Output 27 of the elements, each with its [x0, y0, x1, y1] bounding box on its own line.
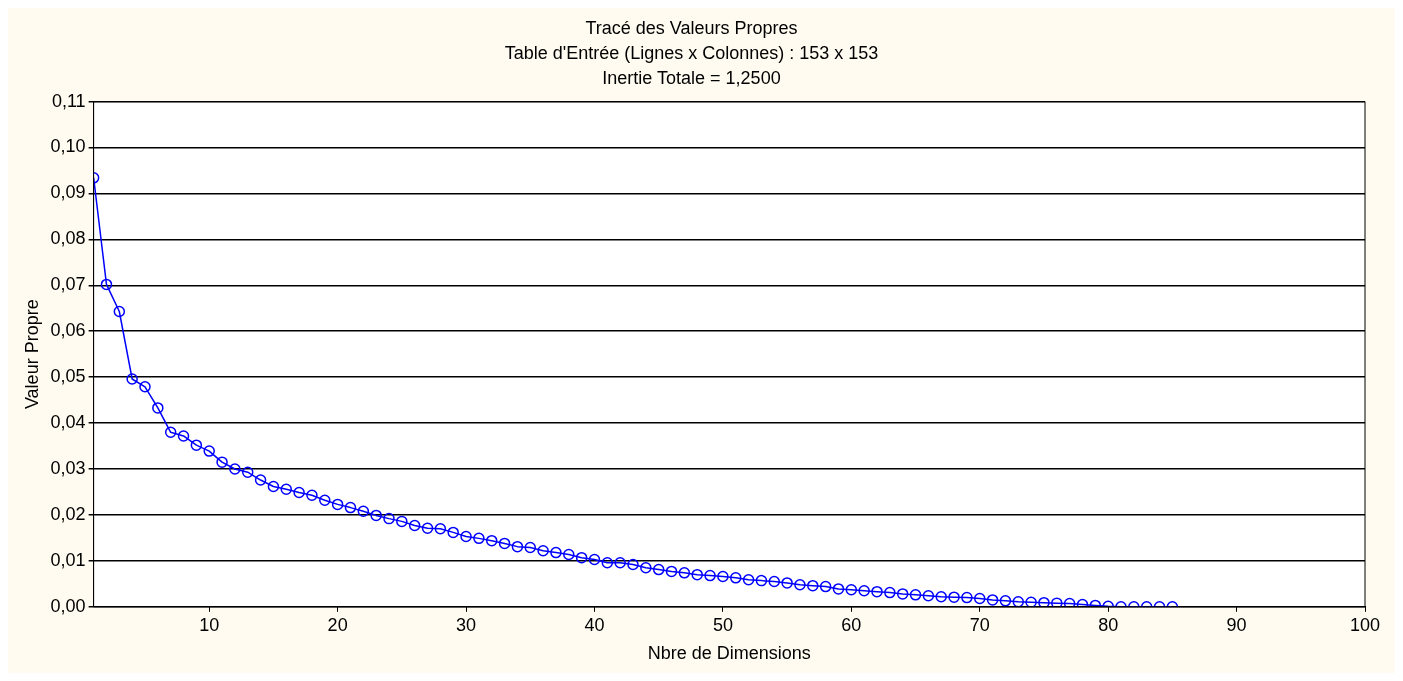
x-tick-label: 100	[1349, 614, 1381, 635]
y-tick-label: 0,05	[50, 366, 86, 387]
y-tick-label: 0,02	[50, 503, 86, 524]
y-tick-label: 0,09	[50, 182, 86, 203]
y-tick-label: 0,11	[51, 90, 86, 111]
x-tick-label: 70	[969, 614, 990, 635]
chart-subtitle: Table d'Entrée (Lignes x Colonnes) : 153 x 153	[504, 42, 879, 63]
y-tick-label: 0,01	[50, 549, 86, 570]
text: Inertie Totale = 1,2500	[602, 67, 781, 88]
chart-title: Tracé des Valeurs Propres	[585, 17, 798, 38]
x-tick-label: 60	[841, 614, 862, 635]
x-tick-label: 30	[456, 614, 477, 635]
y-tick-label: 0,06	[50, 320, 86, 341]
x-tick-label: 50	[712, 614, 733, 635]
x-tick-label: 10	[199, 614, 220, 635]
y-tick-label: 0,08	[50, 228, 86, 249]
y-tick-label: 0,04	[50, 412, 86, 433]
x-axis-title: Nbre de Dimensions	[647, 643, 811, 664]
x-tick-label: 20	[327, 614, 348, 635]
x-tick-label: 80	[1098, 614, 1119, 635]
y-tick-label: 0,03	[50, 457, 86, 478]
x-tick-label: 90	[1226, 614, 1247, 635]
y-tick-label: 0,07	[50, 274, 86, 295]
x-tick-label: 40	[584, 614, 605, 635]
y-tick-label: 0,00	[50, 595, 86, 616]
y-axis-title: Valeur Propre	[21, 299, 42, 410]
y-tick-label: 0,10	[50, 136, 86, 157]
